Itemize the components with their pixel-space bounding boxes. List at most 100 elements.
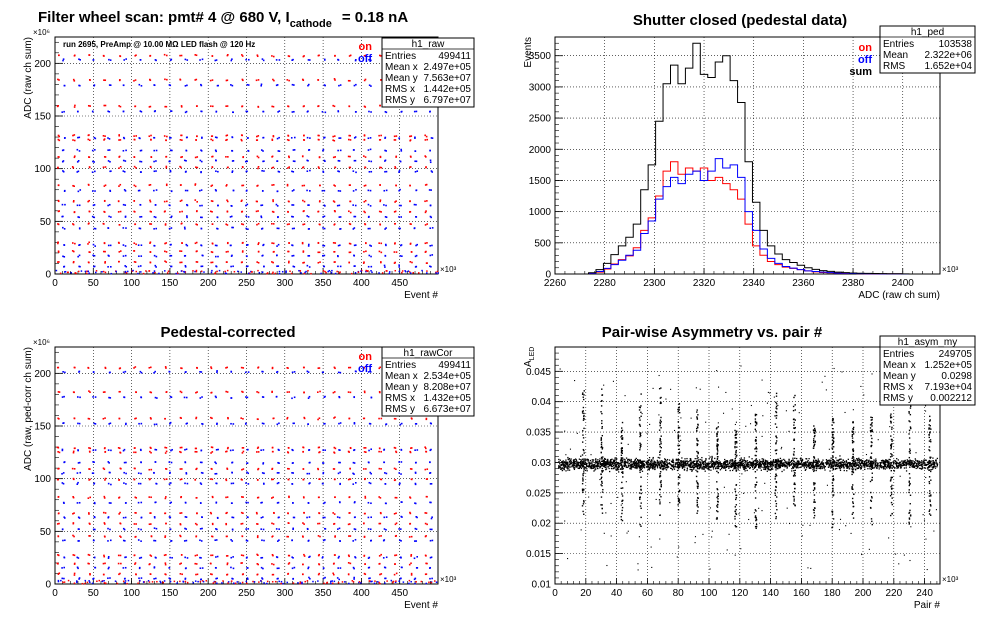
asym-point [829,461,832,463]
low-point [225,272,228,275]
on-point [395,251,398,253]
off-point [308,83,310,86]
asym-point [711,465,713,467]
off-point [339,137,342,139]
on-point [149,261,152,264]
off-point [124,502,127,504]
asym-point [574,460,576,462]
legend-on: on [859,42,873,54]
off-point [292,516,295,519]
asym-point [723,463,725,465]
asym-point [612,464,615,467]
off-point [122,539,125,542]
asym-point [812,460,815,463]
asym-point [850,464,852,466]
off-point [93,84,95,87]
on-point [363,468,365,470]
off-point [153,137,156,139]
on-point [319,184,321,187]
on-point [393,251,396,253]
on-point [240,417,242,419]
off-point [263,483,265,485]
off-point [292,527,295,530]
on-point [318,512,320,514]
on-point [58,391,61,393]
low-point [257,269,259,272]
off-point [276,371,278,374]
on-point [272,251,275,253]
off-point [309,190,311,192]
x-tick-label: 100 [123,278,140,289]
asym-point [671,465,673,468]
on-point [288,242,290,244]
on-point [409,155,412,158]
on-point [72,450,75,453]
asym-point [844,460,846,463]
on-point [332,391,335,394]
on-point [134,451,137,454]
on-point [363,447,365,449]
on-point [226,573,228,576]
low-point [160,581,162,584]
off-point [93,227,96,230]
off-point [109,170,111,173]
on-point [89,573,91,576]
on-point [378,210,381,213]
off-point [140,540,142,542]
low-point [280,580,283,583]
asym-point [744,470,746,472]
low-point [271,272,274,275]
on-point [133,367,135,369]
off-point [63,265,66,268]
asym-point [648,467,650,469]
on-point [225,223,228,226]
on-point [288,156,290,159]
on-point [57,261,59,263]
off-point [430,517,433,520]
off-point [186,189,189,192]
on-point [288,391,291,393]
asym-point [737,461,740,464]
off-point [384,577,387,580]
off-point [200,84,203,87]
off-point [108,255,110,257]
low-point [158,272,160,275]
off-point [77,481,79,484]
asym-point [603,460,605,462]
on-point [424,468,427,471]
asym-point [856,458,858,460]
on-point [103,139,105,141]
on-point [410,535,413,538]
off-point [293,265,296,268]
off-point [170,396,173,399]
low-point [361,269,363,272]
off-point [184,527,186,530]
off-point [245,170,248,173]
off-point [76,148,79,151]
on-point [424,535,427,538]
low-point [163,580,166,582]
off-point [169,84,172,87]
on-point [256,54,259,57]
off-point [78,244,80,247]
on-point [225,261,228,263]
asym-point [770,460,772,462]
on-point [165,391,168,393]
on-point [287,522,290,524]
off-point [370,396,373,399]
on-point [211,478,214,481]
off-point [124,540,126,542]
on-point [349,467,351,470]
stats-row-value: 103538 [939,39,973,50]
off-point [247,528,250,530]
off-point [94,423,97,425]
on-point [271,535,274,538]
on-point [211,79,214,81]
asym-point [779,465,781,467]
y-tick-label: 0.045 [526,367,551,378]
off-point [231,170,234,172]
on-point [257,156,260,159]
on-point [272,184,275,186]
legend-off: off [858,54,872,66]
off-point [217,448,219,451]
